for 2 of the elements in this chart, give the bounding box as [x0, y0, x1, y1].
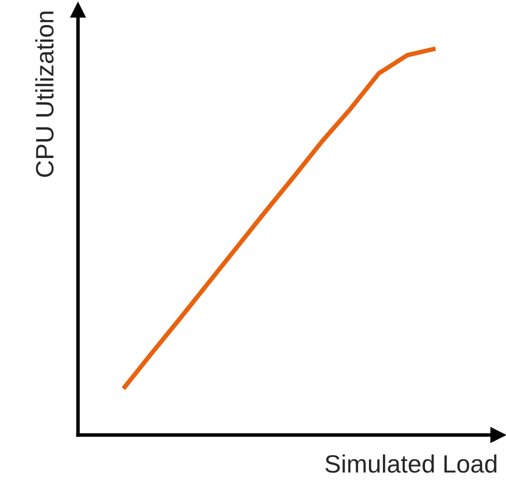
y-axis-title: CPU Utilization — [35, 12, 54, 177]
x-axis-title: Simulated Load — [325, 454, 496, 473]
